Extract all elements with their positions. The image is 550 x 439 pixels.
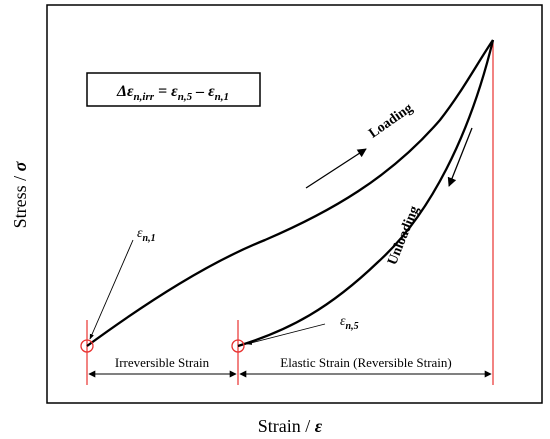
- unloading-arrow: [447, 127, 473, 187]
- y-axis-label: Stress / σ: [10, 160, 30, 228]
- unloading-curve: [237, 39, 495, 348]
- loading-curve: [86, 39, 494, 347]
- point-n5-label: εn,5: [340, 314, 359, 332]
- x-axis-label: Strain / ε: [258, 416, 323, 436]
- plot-frame: [46, 4, 543, 404]
- formula-box: [86, 72, 261, 107]
- point-n1-marker: [80, 339, 94, 353]
- point-n1-label: εn,1: [137, 226, 156, 244]
- unloading-label: Unloading: [385, 204, 422, 267]
- elastic-span-label: Elastic Strain (Reversible Strain): [280, 355, 451, 370]
- loading-arrow: [305, 148, 367, 189]
- loading-label: Loading: [366, 101, 415, 142]
- pointer-n5: [246, 323, 326, 345]
- formula-text: Δεn,irr = εn,5 – εn,1: [116, 83, 229, 103]
- irreversible-span-label: Irreversible Strain: [115, 355, 210, 370]
- point-n5-marker: [231, 339, 245, 353]
- pointer-n1: [89, 239, 134, 340]
